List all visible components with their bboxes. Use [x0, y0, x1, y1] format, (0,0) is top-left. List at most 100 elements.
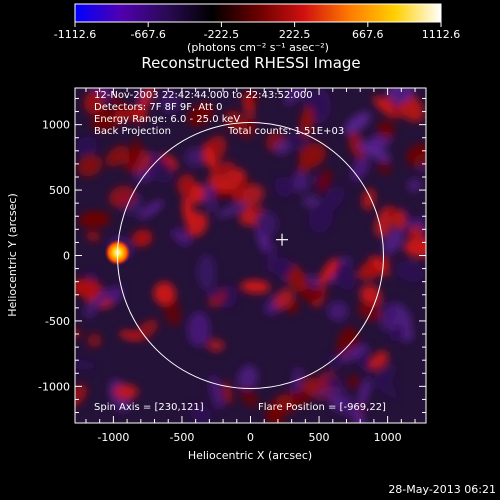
footer-timestamp: 28-May-2013 06:21: [388, 483, 496, 496]
emission-blob: [273, 139, 291, 155]
emission-blob: [78, 211, 111, 229]
emission-blob: [323, 185, 345, 212]
emission-blob: [393, 88, 407, 108]
emission-blob: [327, 353, 343, 371]
emission-blob: [287, 301, 300, 315]
y-tick-label: -1000: [38, 380, 70, 393]
y-tick-labels: -1000 -500 0 500 1000: [38, 119, 70, 394]
emission-blob: [334, 262, 356, 290]
emission-blob: [406, 144, 426, 168]
emission-blob: [348, 132, 366, 159]
emission-blob: [272, 257, 293, 278]
image-emission: [75, 88, 426, 423]
annotation-total-counts: Total counts: 1.51E+03: [227, 126, 344, 137]
emission-blob: [373, 95, 393, 115]
emission-blob: [377, 158, 393, 175]
x-axis-label: Heliocentric X (arcsec): [188, 449, 312, 462]
emission-blob: [407, 178, 422, 192]
emission-blob: [284, 88, 306, 106]
emission-blob: [203, 143, 217, 171]
emission-blob: [153, 281, 176, 306]
emission-blob: [373, 364, 397, 390]
axis-ticks: [75, 88, 426, 423]
chart-title: Reconstructed RHESSI Image: [141, 54, 360, 72]
emission-blob: [274, 288, 295, 310]
emission-blob: [319, 257, 339, 285]
colorbar-tick-label: -667.6: [130, 28, 165, 41]
emission-blob: [239, 386, 259, 408]
emission-blob: [85, 231, 101, 242]
x-tick-label: -500: [169, 431, 194, 444]
emission-blob: [238, 209, 256, 226]
emission-blob: [339, 344, 370, 362]
emission-blob: [358, 256, 390, 280]
emission-blob: [77, 154, 103, 177]
emission-blob: [265, 402, 285, 423]
emission-blob: [224, 110, 248, 133]
emission-blob: [307, 273, 321, 291]
emission-blob: [240, 279, 271, 294]
emission-blob: [358, 141, 391, 162]
emission-blob: [228, 174, 244, 204]
x-tick-labels: -1000 -500 0 500 1000: [97, 431, 401, 444]
x-tick-label: 0: [247, 431, 254, 444]
emission-blob: [377, 121, 396, 140]
emission-blob: [327, 301, 348, 322]
emission-blob: [206, 287, 221, 299]
emission-blob: [107, 285, 124, 304]
emission-blob: [185, 147, 204, 167]
emission-blob: [75, 279, 103, 297]
emission-blob: [240, 184, 264, 206]
annotation-energy: Energy Range: 6.0 - 25.0 keV: [94, 114, 240, 125]
emission-blob: [109, 91, 129, 120]
y-tick-label: 1000: [42, 119, 70, 132]
emission-blob: [369, 350, 389, 371]
emission-blob: [383, 229, 404, 254]
colorbar-ticks: -1112.6 -667.6 -222.5 222.5 667.6 1112.6: [54, 22, 460, 41]
emission-blob: [187, 102, 214, 127]
emission-blob: [237, 365, 258, 392]
colorbar-tick-label: 667.6: [352, 28, 384, 41]
emission-blob: [300, 287, 323, 301]
emission-blob: [171, 228, 192, 246]
emission-blob: [303, 195, 320, 208]
emission-blob: [404, 237, 426, 258]
x-tick-label: -1000: [97, 431, 129, 444]
emission-blob: [330, 393, 343, 411]
emission-blob: [131, 229, 153, 247]
emission-blob: [360, 284, 382, 307]
emission-blob: [182, 195, 195, 227]
colorbar-tick-label: 1112.6: [422, 28, 461, 41]
emission-blob: [105, 145, 130, 167]
x-tick-label: 500: [309, 431, 330, 444]
emission-blob: [197, 254, 216, 290]
colorbar-tick-label: 222.5: [279, 28, 311, 41]
spin-axis-text: Spin Axis = [230,121]: [94, 402, 204, 413]
emission-blob: [137, 88, 155, 116]
emission-blob: [83, 305, 96, 318]
emission-blob: [87, 333, 102, 348]
y-tick-label: 0: [63, 250, 70, 263]
emission-blob: [128, 137, 141, 173]
colorbar-unit-label: (photons cm⁻² s⁻¹ asec⁻²): [187, 41, 329, 54]
colorbar: [74, 3, 442, 23]
emission-blob: [316, 169, 332, 193]
emission-blob: [346, 374, 361, 390]
colorbar-tick-label: -222.5: [204, 28, 239, 41]
emission-blob: [190, 183, 205, 205]
emission-blob: [255, 210, 279, 236]
annotation-time: 12-Nov-2003 22:42:44.000 to 22:43:52.000: [94, 90, 313, 101]
emission-blob: [76, 136, 98, 156]
emission-blob: [350, 404, 367, 423]
emission-blob: [393, 209, 407, 230]
emission-blob: [187, 311, 211, 347]
spin-axis-marker: [276, 233, 289, 246]
emission-blob: [87, 288, 110, 314]
emission-blob: [119, 330, 142, 341]
emission-blob: [291, 171, 310, 193]
emission-blob: [158, 91, 181, 113]
emission-blob: [138, 200, 164, 219]
x-tick-label: 1000: [374, 431, 402, 444]
y-tick-label: 500: [49, 184, 70, 197]
